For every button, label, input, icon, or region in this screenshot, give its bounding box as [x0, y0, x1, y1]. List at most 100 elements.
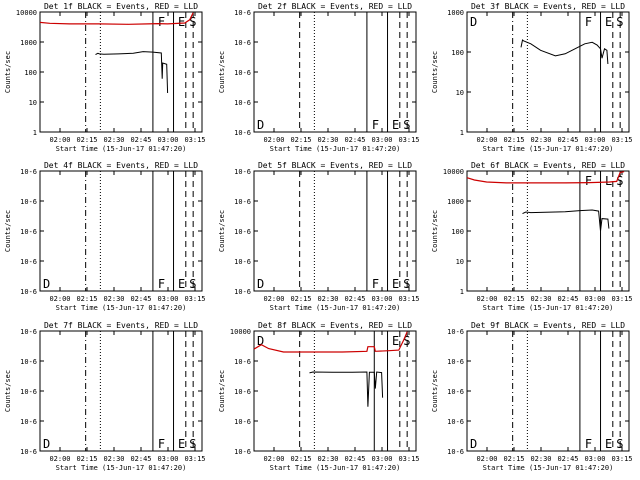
x-axis-label: Start Time (15-Jun-17 01:47:20) — [483, 145, 614, 153]
marker-letter-e: E — [605, 15, 612, 29]
x-tick-label: 03:15 — [184, 455, 205, 463]
marker-letter-f: F — [585, 15, 592, 29]
y-tick-label: 10-6 — [234, 9, 251, 17]
lld-series-line — [253, 331, 408, 353]
marker-letter-f: F — [585, 437, 592, 451]
y-tick-label: 100 — [24, 69, 37, 77]
y-tick-label: 10-6 — [234, 39, 251, 47]
y-tick-label: 10-6 — [20, 448, 37, 456]
marker-letter-e: E — [178, 277, 185, 291]
y-tick-label: 1 — [33, 129, 37, 137]
y-tick-label: 10-6 — [20, 168, 37, 176]
marker-letter-e: E — [392, 118, 399, 132]
y-tick-label: 10-6 — [234, 228, 251, 236]
y-tick-label: 10-6 — [447, 328, 464, 336]
x-tick-label: 02:00 — [263, 455, 284, 463]
y-tick-label: 10-6 — [20, 358, 37, 366]
x-tick-label: 02:00 — [476, 136, 497, 144]
panel-det-6: Det 6f BLACK = Events, RED = LLD10000100… — [431, 161, 633, 312]
marker-letter-e: E — [178, 437, 185, 451]
y-tick-label: 10-6 — [20, 198, 37, 206]
marker-letter-s: S — [189, 277, 196, 291]
x-tick-label: 02:15 — [76, 455, 97, 463]
panel-det-9: Det 9f BLACK = Events, RED = LLD 10-6 10-6… — [431, 321, 633, 472]
marker-letter-f: F — [158, 437, 165, 451]
events-series-line — [520, 39, 609, 65]
x-tick-label: 03:15 — [398, 295, 419, 303]
marker-letter-e: E — [605, 437, 612, 451]
x-tick-label: 02:15 — [290, 295, 311, 303]
y-tick-label: 10-6 — [20, 328, 37, 336]
marker-letter-d: D — [470, 437, 477, 451]
marker-letter-e: E — [392, 277, 399, 291]
x-tick-label: 02:30 — [530, 455, 551, 463]
x-tick-label: 02:45 — [344, 455, 365, 463]
x-tick-label: 03:00 — [584, 136, 605, 144]
y-tick-label: 10-6 — [234, 418, 251, 426]
marker-letter-f: F — [372, 118, 379, 132]
x-tick-label: 03:00 — [371, 455, 392, 463]
y-tick-label: 10-6 — [447, 448, 464, 456]
marker-letter-d: D — [257, 277, 264, 291]
y-tick-label: 10-6 — [447, 418, 464, 426]
plot-frame — [466, 170, 630, 292]
marker-letter-s: S — [616, 437, 623, 451]
y-tick-label: 1 — [460, 129, 464, 137]
lld-series-line — [39, 12, 194, 25]
x-tick-label: 02:30 — [317, 136, 338, 144]
y-tick-label: 10 — [29, 99, 37, 107]
y-tick-label: 10 — [456, 258, 464, 266]
y-axis-label: Counts/sec — [431, 210, 439, 252]
x-tick-label: 03:15 — [611, 136, 632, 144]
x-tick-label: 02:45 — [344, 295, 365, 303]
marker-letter-s: S — [616, 15, 623, 29]
x-tick-label: 03:15 — [184, 136, 205, 144]
x-tick-label: 02:00 — [476, 295, 497, 303]
x-tick-label: 03:00 — [371, 136, 392, 144]
panel-title: Det 2f BLACK = Events, RED = LLD — [258, 2, 412, 11]
events-series-line — [522, 209, 610, 232]
y-tick-label: 10-6 — [234, 258, 251, 266]
x-tick-label: 02:00 — [476, 455, 497, 463]
y-tick-label: 10-6 — [447, 358, 464, 366]
y-tick-label: 10-6 — [234, 129, 251, 137]
y-axis-label: Counts/sec — [218, 51, 226, 93]
marker-letter-s: S — [189, 15, 196, 29]
x-axis-label: Start Time (15-Jun-17 01:47:20) — [270, 304, 401, 312]
panel-det-5: Det 5f BLACK = Events, RED = LLD 10-6 10-6… — [218, 161, 420, 312]
x-tick-label: 03:00 — [584, 455, 605, 463]
y-tick-label: 10-6 — [447, 388, 464, 396]
y-axis-label: Counts/sec — [4, 51, 12, 93]
y-tick-label: 100 — [451, 49, 464, 57]
lld-series-line — [466, 171, 625, 184]
x-tick-label: 02:30 — [317, 295, 338, 303]
x-tick-label: 02:30 — [530, 136, 551, 144]
x-tick-label: 02:30 — [103, 136, 124, 144]
x-tick-label: 02:00 — [49, 136, 70, 144]
marker-letter-s: S — [616, 174, 623, 188]
x-tick-label: 03:00 — [157, 136, 178, 144]
x-tick-label: 02:15 — [503, 136, 524, 144]
marker-letter-d: D — [43, 437, 50, 451]
marker-letter-d: D — [257, 118, 264, 132]
y-tick-label: 10-6 — [234, 358, 251, 366]
y-tick-label: 1 — [460, 288, 464, 296]
x-tick-label: 03:15 — [184, 295, 205, 303]
plot-frame — [466, 330, 630, 452]
marker-letter-f: F — [372, 277, 379, 291]
y-axis-label: Counts/sec — [431, 370, 439, 412]
x-tick-label: 02:45 — [130, 136, 151, 144]
x-axis-label: Start Time (15-Jun-17 01:47:20) — [270, 145, 401, 153]
y-tick-label: 10-6 — [20, 288, 37, 296]
panel-title: Det 1f BLACK = Events, RED = LLD — [44, 2, 198, 11]
panel-title: Det 3f BLACK = Events, RED = LLD — [471, 2, 625, 11]
y-tick-label: 10-6 — [20, 258, 37, 266]
x-tick-label: 02:30 — [103, 455, 124, 463]
x-tick-label: 03:15 — [398, 455, 419, 463]
marker-letter-d: D — [43, 277, 50, 291]
marker-letter-s: S — [403, 334, 410, 348]
x-axis-label: Start Time (15-Jun-17 01:47:20) — [56, 464, 187, 472]
x-tick-label: 02:30 — [103, 295, 124, 303]
x-tick-label: 02:15 — [76, 295, 97, 303]
x-axis-label: Start Time (15-Jun-17 01:47:20) — [483, 464, 614, 472]
